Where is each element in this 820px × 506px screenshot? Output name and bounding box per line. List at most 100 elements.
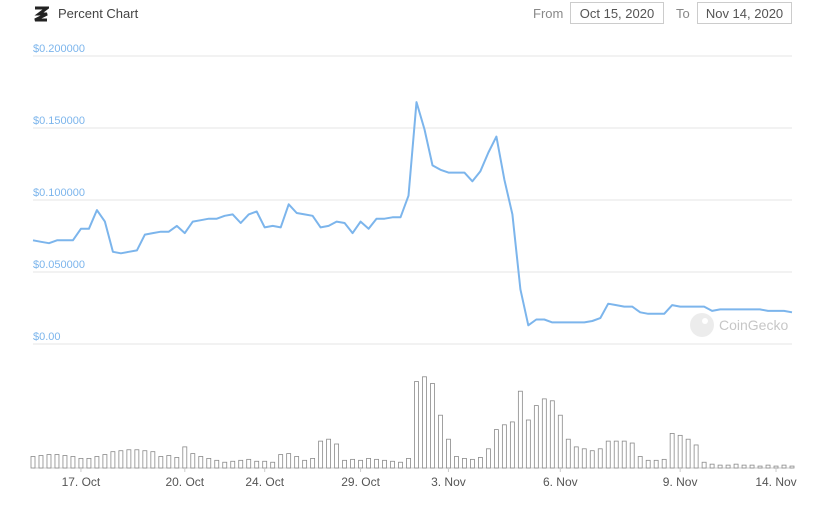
to-label: To: [676, 6, 690, 21]
y-tick-label: $0.00: [33, 331, 61, 343]
volume-bar: [334, 443, 340, 469]
volume-bar: [30, 456, 36, 469]
volume-bar: [669, 433, 675, 469]
volume-bar: [406, 457, 411, 469]
volume-bar: [150, 451, 156, 469]
volume-bar: [430, 383, 435, 469]
to-date-input[interactable]: Nov 14, 2020: [697, 2, 792, 24]
volume-bar: [541, 398, 547, 469]
volume-bar: [398, 461, 403, 469]
volume-bar: [286, 453, 292, 469]
volume-bar: [134, 449, 140, 469]
volume-bar: [773, 465, 779, 469]
x-tick-label: 24. Oct: [245, 475, 284, 489]
volume-bar: [661, 458, 667, 469]
y-tick-label: $0.200000: [33, 43, 85, 55]
volume-bar: [214, 459, 220, 469]
volume-bar: [653, 459, 659, 469]
volume-bar: [278, 454, 284, 469]
volume-bar: [78, 457, 84, 469]
volume-bar: [166, 455, 172, 469]
volume-bar: [390, 460, 395, 469]
volume-bar: [509, 421, 515, 469]
volume-bar: [725, 464, 731, 469]
volume-bar: [677, 434, 683, 469]
volume-bar: [781, 464, 787, 469]
x-tick-label: 14. Nov: [755, 475, 796, 489]
volume-bar: [733, 463, 739, 469]
volume-bar: [230, 460, 236, 469]
volume-bar: [565, 438, 571, 469]
volume-bar: [757, 465, 763, 469]
volume-bar: [446, 438, 451, 469]
volume-bar: [70, 456, 76, 469]
logo-icon: [34, 6, 49, 22]
volume-bar: [374, 458, 379, 469]
volume-bar: [366, 457, 371, 469]
volume-bar: [621, 440, 627, 469]
volume-bar: [358, 459, 363, 469]
volume-bar: [709, 463, 715, 469]
volume-bar: [326, 438, 332, 469]
volume-bar: [605, 440, 611, 469]
volume-bar: [350, 458, 355, 469]
watermark-text: CoinGecko: [719, 317, 788, 333]
volume-bar: [270, 461, 276, 469]
volume-bar: [254, 460, 260, 469]
volume-bar: [118, 450, 124, 469]
volume-bar: [246, 458, 252, 469]
from-date-input[interactable]: Oct 15, 2020: [570, 2, 664, 24]
volume-bar: [613, 440, 619, 469]
volume-bar: [206, 457, 212, 469]
volume-bar: [701, 461, 707, 469]
volume-bar: [54, 454, 60, 469]
y-tick-label: $0.100000: [33, 187, 85, 199]
volume-bar: [438, 414, 443, 469]
volume-bar: [493, 429, 499, 469]
chart-title: Percent Chart: [58, 6, 139, 21]
x-tick-label: 6. Nov: [543, 475, 578, 489]
volume-bar: [222, 461, 228, 469]
volume-bar: [126, 449, 132, 469]
volume-bar: [693, 444, 699, 469]
volume-bar: [478, 457, 483, 469]
volume-bar: [262, 460, 268, 469]
x-tick-label: 17. Oct: [62, 475, 101, 489]
x-tick-label: 29. Oct: [341, 475, 380, 489]
volume-bar: [94, 456, 100, 469]
volume-bar: [462, 457, 467, 469]
volume-bar: [46, 454, 52, 469]
x-tick-label: 3. Nov: [431, 475, 466, 489]
volume-bar: [741, 464, 747, 469]
volume-bar: [581, 448, 587, 469]
volume-bar: [685, 438, 691, 469]
volume-bar: [470, 458, 475, 469]
volume-bar: [382, 459, 387, 469]
volume-bar: [454, 456, 459, 469]
volume-bar: [294, 456, 300, 469]
volume-bar: [597, 448, 603, 469]
volume-bar: [310, 457, 316, 469]
volume-bar: [573, 446, 579, 469]
volume-bar: [190, 453, 196, 469]
volume-bar: [549, 400, 555, 469]
volume-bar: [414, 381, 419, 469]
volume-bar: [102, 454, 108, 469]
volume-bar: [717, 464, 723, 469]
volume-bar: [238, 459, 244, 469]
volume-bar: [749, 464, 755, 469]
volume-bar: [422, 376, 427, 469]
x-tick-label: 20. Oct: [165, 475, 204, 489]
watermark: CoinGecko: [690, 313, 788, 337]
volume-bar: [182, 446, 188, 469]
x-tick-label: 9. Nov: [663, 475, 698, 489]
volume-bar: [517, 390, 523, 469]
volume-bar: [142, 450, 148, 469]
volume-bar: [110, 451, 116, 469]
y-tick-label: $0.050000: [33, 259, 85, 271]
volume-bar: [533, 405, 539, 469]
volume-bar: [589, 450, 595, 469]
volume-bar: [318, 440, 324, 469]
